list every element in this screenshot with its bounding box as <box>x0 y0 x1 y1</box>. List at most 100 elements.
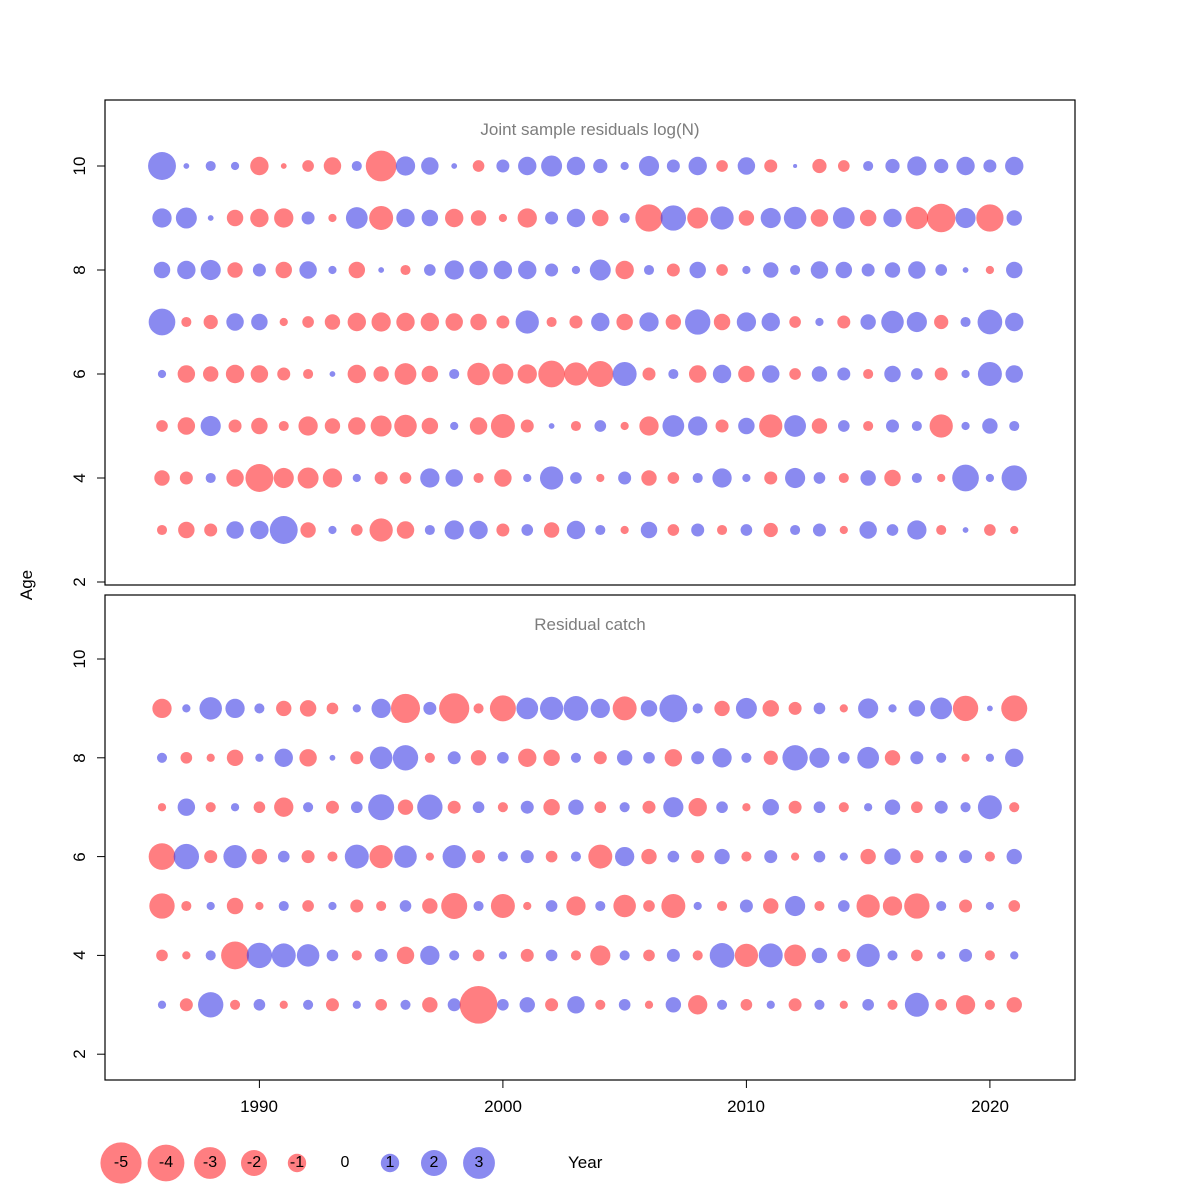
residual-bubble <box>157 803 167 812</box>
residual-bubble <box>789 316 801 328</box>
residual-bubble <box>784 415 806 437</box>
residual-bubble <box>148 843 176 870</box>
legend-bubble <box>380 1153 400 1173</box>
ytick-bot-10: 10 <box>70 649 89 669</box>
residual-bubble <box>365 150 397 182</box>
residual-bubble <box>785 467 806 489</box>
residual-bubble <box>862 998 874 1011</box>
residual-bubble <box>329 371 336 377</box>
residual-bubble <box>250 208 269 228</box>
residual-bubble <box>837 948 851 962</box>
residual-bubble <box>226 897 244 915</box>
residual-bubble <box>959 899 973 913</box>
residual-bubble <box>497 851 508 862</box>
residual-bubble <box>837 367 851 381</box>
legend-bubble <box>463 1147 495 1179</box>
residual-bubble <box>856 894 880 918</box>
residual-bubble <box>153 261 171 279</box>
residual-bubble <box>766 1000 775 1009</box>
residual-bubble <box>344 844 369 869</box>
residual-bubble <box>832 207 855 229</box>
residual-bubble <box>545 900 558 912</box>
residual-bubble <box>424 524 435 536</box>
residual-bubble <box>230 999 241 1010</box>
residual-bubble <box>838 802 849 813</box>
legend-bubble <box>420 1149 448 1177</box>
residual-bubble <box>666 263 680 277</box>
residual-bubble <box>595 900 606 912</box>
residual-bubble <box>373 366 389 382</box>
residual-bubble <box>985 753 995 762</box>
residual-bubble <box>907 520 927 540</box>
residual-bubble <box>984 950 995 961</box>
residual-bubble <box>761 312 780 332</box>
residual-bubble <box>763 522 778 538</box>
residual-bubble <box>299 261 317 279</box>
residual-bubble <box>837 315 851 329</box>
residual-bubble <box>962 267 969 273</box>
residual-bubble <box>1006 210 1022 226</box>
residual-bubble <box>910 850 924 864</box>
residual-bubble <box>497 998 509 1011</box>
residual-bubble <box>568 799 584 815</box>
residual-bubble <box>717 999 728 1010</box>
residual-bubble <box>618 998 631 1011</box>
residual-bubble <box>839 852 848 861</box>
residual-bubble <box>741 752 752 763</box>
residual-bubble <box>324 418 341 434</box>
residual-bubble <box>692 950 703 961</box>
residual-bubble <box>250 156 269 176</box>
residual-bubble <box>589 259 611 281</box>
residual-bubble <box>492 363 514 385</box>
residual-bubble <box>518 260 537 280</box>
residual-bubble <box>497 802 508 813</box>
residual-bubble <box>961 753 970 762</box>
residual-bubble <box>926 203 956 233</box>
residual-bubble <box>226 749 244 767</box>
residual-bubble <box>399 472 412 484</box>
residual-bubble <box>204 850 218 864</box>
residual-bubble <box>254 703 265 714</box>
residual-bubble <box>570 851 581 862</box>
residual-bubble <box>638 155 660 177</box>
residual-bubble <box>741 851 752 862</box>
residual-bubble <box>203 314 218 330</box>
residual-bubble <box>762 700 779 717</box>
residual-bubble <box>760 207 781 229</box>
residual-bubble <box>709 943 735 968</box>
residual-bubble <box>814 999 825 1010</box>
residual-bubble <box>251 417 268 435</box>
residual-bubble <box>955 207 976 229</box>
residual-bubble <box>545 949 558 962</box>
residual-bubble <box>467 362 490 386</box>
residual-bubble <box>593 158 608 174</box>
residual-bubble <box>793 163 798 169</box>
residual-bubble <box>277 367 291 381</box>
residual-bubble <box>498 951 508 960</box>
residual-bubble <box>523 901 532 911</box>
residual-bubble <box>592 209 609 227</box>
residual-bubble <box>327 851 338 862</box>
residual-bubble <box>1010 525 1019 535</box>
residual-bubble <box>856 943 880 968</box>
residual-bubble <box>148 308 176 336</box>
residual-bubble <box>934 367 948 381</box>
residual-bubble <box>177 260 196 280</box>
residual-bubble <box>469 520 488 540</box>
residual-bubble <box>566 208 586 228</box>
residual-bubble <box>445 208 464 228</box>
residual-bubble <box>1001 695 1028 722</box>
residual-bubble <box>811 418 828 434</box>
residual-bubble <box>960 316 971 328</box>
residual-bubble <box>738 210 755 226</box>
residual-bubble <box>712 468 732 488</box>
residual-bubble <box>351 160 362 172</box>
residual-bubble <box>788 701 802 715</box>
residual-bubble <box>1006 997 1022 1013</box>
residual-bubble <box>935 850 948 863</box>
residual-bubble <box>326 702 339 715</box>
residual-bubble <box>620 525 629 535</box>
ytick-bot-8: 8 <box>70 753 89 763</box>
residual-bubble <box>688 416 708 436</box>
residual-bubble <box>977 362 1002 386</box>
